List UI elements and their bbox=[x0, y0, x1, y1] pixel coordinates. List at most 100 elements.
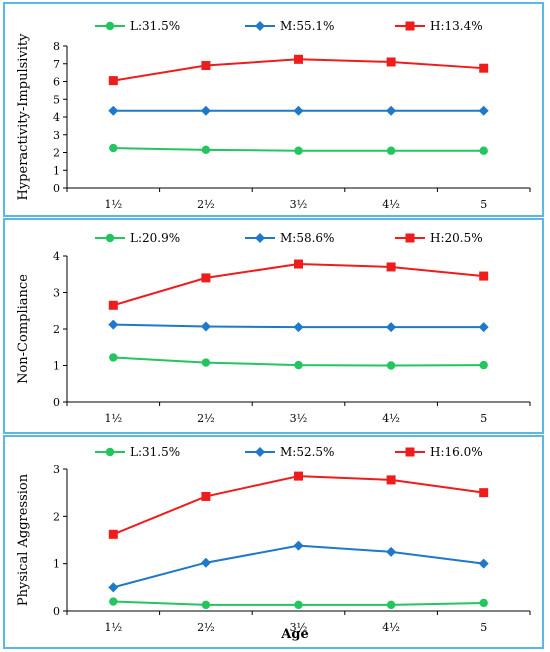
noncompliance-chart: 0 1 2 3 4 1½ 2½ 3½ 4½ 5 Non-Compliance L:20.9% M:58.… bbox=[16, 231, 531, 425]
data-point bbox=[201, 61, 211, 71]
data-point bbox=[479, 598, 488, 608]
x-tick-label: 5 bbox=[480, 198, 487, 211]
series-line bbox=[112, 475, 484, 536]
data-point bbox=[200, 321, 211, 332]
legend-label: L:20.9% bbox=[130, 231, 180, 245]
legend-marker bbox=[255, 447, 265, 457]
legend-label: M:58.6% bbox=[280, 231, 334, 245]
data-point bbox=[108, 582, 119, 593]
y-tick-label: 0 bbox=[53, 396, 60, 409]
legend-marker bbox=[405, 21, 415, 31]
series-M bbox=[108, 319, 489, 333]
x-tick-label: 2½ bbox=[197, 621, 215, 634]
data-point bbox=[294, 146, 303, 155]
data-point bbox=[386, 262, 396, 272]
legend-marker bbox=[255, 233, 265, 243]
legend-label: H:20.5% bbox=[430, 231, 483, 245]
data-point bbox=[386, 146, 396, 155]
noncompliance-panel: 0 1 2 3 4 1½ 2½ 3½ 4½ 5 Non-Compliance L:20.9% M:58.… bbox=[3, 218, 544, 434]
series-H bbox=[108, 471, 489, 539]
series-M bbox=[108, 540, 489, 593]
x-tick-label: 1½ bbox=[104, 412, 122, 425]
aggression-chart: 0 1 2 3 1½ 2½ 3½ 4½ 5 Physical Aggression L:31.5% M… bbox=[16, 445, 531, 634]
series-H bbox=[108, 54, 489, 86]
data-point bbox=[108, 319, 119, 330]
y-tick-label: 1 bbox=[53, 558, 60, 571]
data-point bbox=[293, 105, 304, 116]
y-tick-label: 3 bbox=[53, 463, 60, 476]
data-point bbox=[294, 360, 303, 370]
y-tick-label: 2 bbox=[53, 147, 60, 160]
data-point bbox=[386, 322, 397, 333]
data-point bbox=[478, 558, 489, 569]
y-tick-label: 3 bbox=[53, 287, 60, 300]
y-tick-label: 8 bbox=[53, 40, 60, 53]
data-point bbox=[479, 271, 489, 281]
legend-entry-H: H:13.4% bbox=[395, 19, 483, 33]
data-point bbox=[386, 546, 397, 557]
aggression-panel: 0 1 2 3 1½ 2½ 3½ 4½ 5 Physical Aggression L:31.5% M… bbox=[3, 435, 544, 649]
data-point bbox=[386, 105, 397, 116]
data-point bbox=[294, 259, 303, 269]
y-tick-label: 2 bbox=[53, 510, 60, 523]
y-tick-label: 7 bbox=[53, 58, 60, 71]
data-point bbox=[109, 353, 118, 362]
series-L bbox=[109, 597, 488, 610]
y-tick-label: 5 bbox=[53, 93, 60, 106]
legend-label: M:52.5% bbox=[280, 445, 334, 459]
data-point bbox=[201, 145, 211, 155]
x-tick-label: 1½ bbox=[104, 198, 122, 211]
series-line bbox=[113, 263, 484, 307]
legend-marker bbox=[405, 447, 415, 457]
legend-marker bbox=[105, 233, 115, 243]
legend-entry-H: H:16.0% bbox=[395, 445, 483, 459]
data-point bbox=[200, 557, 211, 568]
y-axis-label: Physical Aggression bbox=[16, 473, 31, 606]
data-point bbox=[108, 300, 118, 310]
legend-entry-H: H:20.5% bbox=[395, 231, 483, 245]
y-tick-label: 2 bbox=[53, 323, 60, 336]
series-L bbox=[109, 353, 488, 370]
legend-label: H:16.0% bbox=[430, 445, 483, 459]
legend-label: M:55.1% bbox=[280, 19, 334, 33]
y-tick-label: 1 bbox=[53, 164, 60, 177]
legend-entry-L: L:20.9% bbox=[95, 231, 180, 245]
legend-entry-L: L:31.5% bbox=[95, 445, 180, 459]
data-point bbox=[108, 529, 118, 539]
data-point bbox=[201, 600, 211, 610]
data-point bbox=[294, 600, 303, 610]
x-tick-label: 2½ bbox=[197, 198, 215, 211]
legend-entry-L: L:31.5% bbox=[95, 19, 180, 33]
data-point bbox=[479, 63, 489, 73]
data-point bbox=[201, 358, 211, 367]
legend-marker bbox=[105, 21, 115, 31]
y-tick-label: 3 bbox=[53, 129, 60, 142]
legend-label: L:31.5% bbox=[130, 19, 180, 33]
data-point bbox=[479, 488, 489, 498]
data-point bbox=[386, 57, 396, 67]
y-axis-label: Hyperactivity-Impulsivity bbox=[16, 33, 31, 201]
data-point bbox=[201, 273, 211, 283]
data-point bbox=[108, 76, 118, 86]
data-point bbox=[293, 322, 304, 333]
legend-entry-M: M:58.6% bbox=[245, 231, 334, 245]
x-axis-title: Age bbox=[0, 627, 550, 642]
series-L bbox=[109, 143, 488, 155]
x-tick-label: 4½ bbox=[382, 412, 400, 425]
x-tick-label: 2½ bbox=[197, 412, 215, 425]
data-point bbox=[293, 540, 304, 551]
y-tick-label: 4 bbox=[53, 111, 60, 124]
data-point bbox=[386, 361, 396, 370]
legend-label: H:13.4% bbox=[430, 19, 483, 33]
y-tick-label: 0 bbox=[53, 182, 60, 195]
hyperactivity-chart: 0 1 2 3 4 5 6 7 8 1½ 2½ 3½ 4½ 5 Hyperactivity-Impulsiv… bbox=[16, 19, 531, 211]
data-point bbox=[479, 146, 488, 155]
legend-label: L:31.5% bbox=[130, 445, 180, 459]
x-tick-label: 4½ bbox=[382, 198, 400, 211]
x-tick-label: 3½ bbox=[290, 621, 308, 634]
x-tick-label: 3½ bbox=[290, 198, 308, 211]
y-tick-label: 0 bbox=[53, 605, 60, 618]
data-point bbox=[386, 475, 396, 485]
x-tick-label: 5 bbox=[480, 412, 487, 425]
series-H bbox=[108, 259, 489, 310]
